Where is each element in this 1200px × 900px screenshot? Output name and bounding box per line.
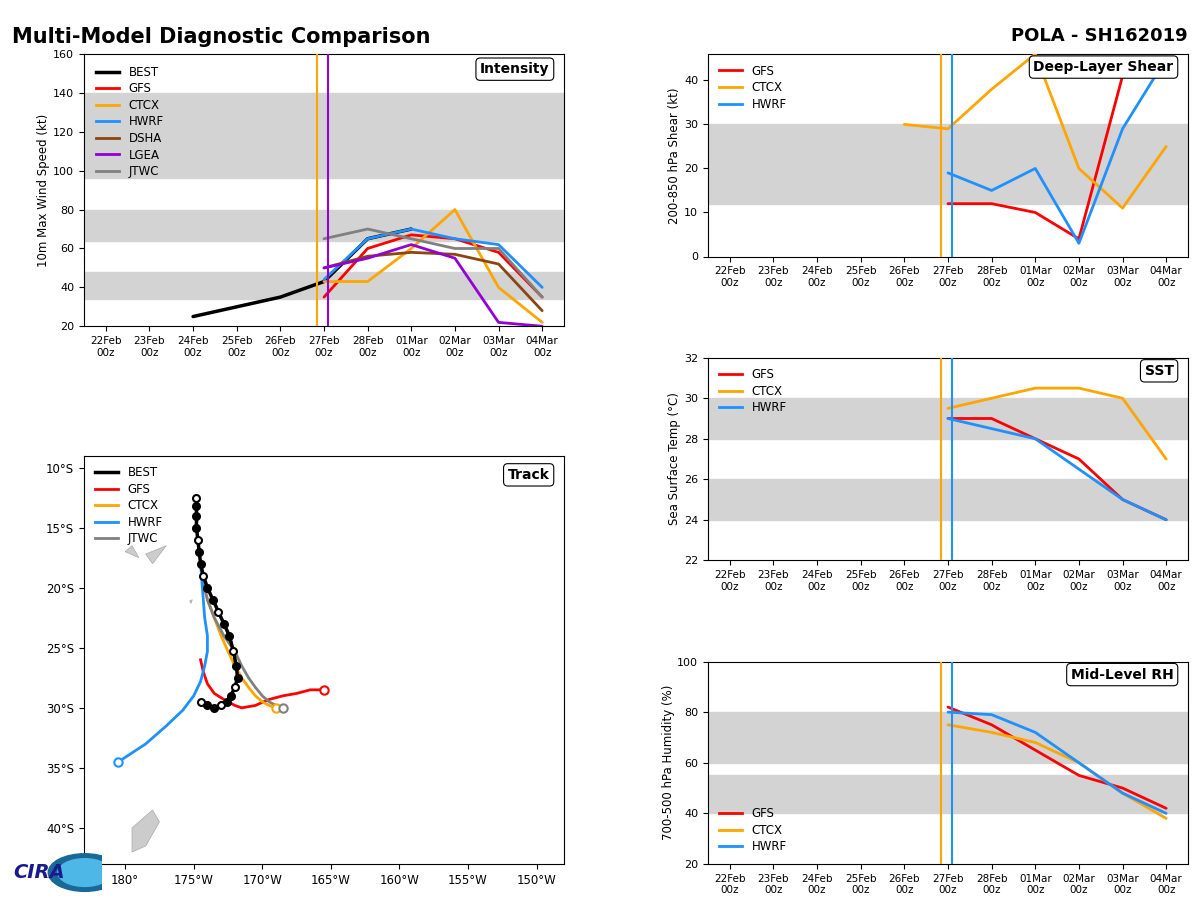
Text: SST: SST (1145, 364, 1174, 378)
Text: POLA - SH162019: POLA - SH162019 (1012, 27, 1188, 45)
Text: CIRA: CIRA (13, 863, 65, 882)
Bar (708, 712, 1188, 763)
Polygon shape (125, 545, 139, 558)
Polygon shape (145, 545, 167, 563)
Y-axis label: 10m Max Wind Speed (kt): 10m Max Wind Speed (kt) (37, 113, 50, 266)
Bar (708, 776, 1188, 814)
Text: Deep-Layer Shear: Deep-Layer Shear (1033, 60, 1174, 74)
Text: Track: Track (508, 468, 550, 482)
Text: Mid-Level RH: Mid-Level RH (1070, 668, 1174, 681)
Circle shape (48, 854, 121, 891)
Text: Multi-Model Diagnostic Comparison: Multi-Model Diagnostic Comparison (12, 27, 431, 47)
Polygon shape (190, 599, 192, 603)
Y-axis label: 700-500 hPa Humidity (%): 700-500 hPa Humidity (%) (661, 685, 674, 841)
Bar (84, 93, 564, 178)
Y-axis label: 200-850 hPa Shear (kt): 200-850 hPa Shear (kt) (668, 87, 682, 223)
Polygon shape (208, 584, 210, 588)
Circle shape (58, 859, 112, 886)
Legend: GFS, CTCX, HWRF: GFS, CTCX, HWRF (714, 803, 792, 858)
Bar (708, 124, 1188, 168)
Polygon shape (132, 810, 160, 852)
Bar (708, 398, 1188, 439)
Legend: GFS, CTCX, HWRF: GFS, CTCX, HWRF (714, 60, 792, 115)
Legend: GFS, CTCX, HWRF: GFS, CTCX, HWRF (714, 364, 792, 419)
Text: Intensity: Intensity (480, 62, 550, 77)
Y-axis label: Sea Surface Temp (°C): Sea Surface Temp (°C) (668, 392, 682, 526)
Bar (708, 480, 1188, 520)
Bar (84, 210, 564, 240)
Legend: BEST, GFS, CTCX, HWRF, DSHA, LGEA, JTWC: BEST, GFS, CTCX, HWRF, DSHA, LGEA, JTWC (90, 60, 170, 184)
Bar (708, 168, 1188, 203)
Bar (84, 272, 564, 299)
Legend: BEST, GFS, CTCX, HWRF, JTWC: BEST, GFS, CTCX, HWRF, JTWC (90, 462, 168, 550)
